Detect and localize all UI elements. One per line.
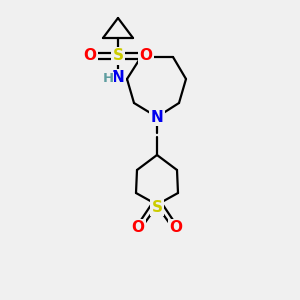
Text: O: O [131,220,145,236]
Text: S: S [112,49,124,64]
Text: O: O [169,220,182,236]
Text: H: H [102,73,114,85]
Text: N: N [112,70,124,86]
Text: O: O [83,49,97,64]
Text: N: N [151,110,164,124]
Text: S: S [152,200,163,214]
Text: O: O [140,49,152,64]
